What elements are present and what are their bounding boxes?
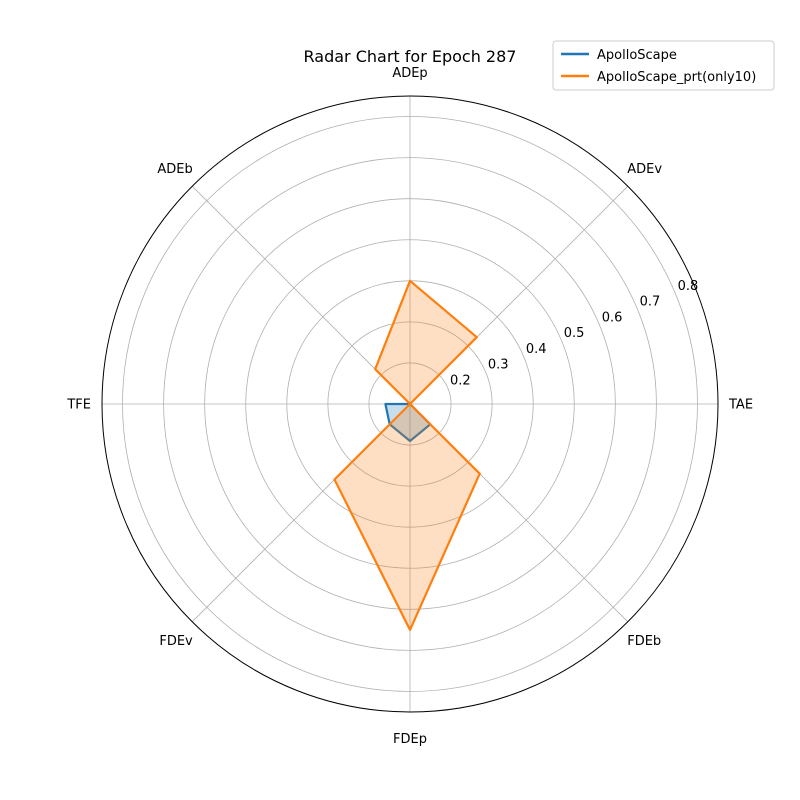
radial-tick-label: 0.2 — [450, 373, 471, 388]
series-fill — [334, 280, 480, 630]
radial-tick-label: 0.7 — [640, 295, 661, 310]
legend-box — [552, 40, 775, 91]
axis-label: ADEb — [157, 162, 192, 177]
axis-label: ADEv — [627, 162, 662, 177]
axis-label: TFE — [66, 398, 91, 413]
radar-labels: ADEp ADEv TAE FDEb FDEp FDEv TFE ADEb 0.2 0.3 0.4 0… — [66, 66, 753, 747]
axis-label: ADEp — [392, 66, 427, 81]
grid-spoke — [191, 185, 411, 405]
radial-tick-label: 0.5 — [564, 326, 585, 341]
radial-tick-label: 0.3 — [488, 358, 509, 373]
chart-title: Radar Chart for Epoch 287 — [304, 47, 517, 66]
radar-series — [333, 279, 481, 632]
legend-label-apolloscape-prt: ApolloScape_prt(only10) — [597, 70, 756, 85]
legend: ApolloScape ApolloScape_prt(only10) — [552, 40, 775, 91]
radial-tick-label: 0.6 — [602, 310, 623, 325]
legend-label-apolloscape: ApolloScape — [597, 48, 677, 63]
outer-boundary — [101, 95, 719, 713]
axis-label: TAE — [728, 398, 753, 413]
axis-label: FDEb — [627, 634, 661, 649]
axis-label: FDEv — [159, 634, 193, 649]
radial-tick-label: 0.8 — [678, 279, 699, 294]
radial-tick-label: 0.4 — [526, 342, 547, 357]
axis-label: FDEp — [393, 732, 427, 747]
series-line — [333, 279, 481, 632]
